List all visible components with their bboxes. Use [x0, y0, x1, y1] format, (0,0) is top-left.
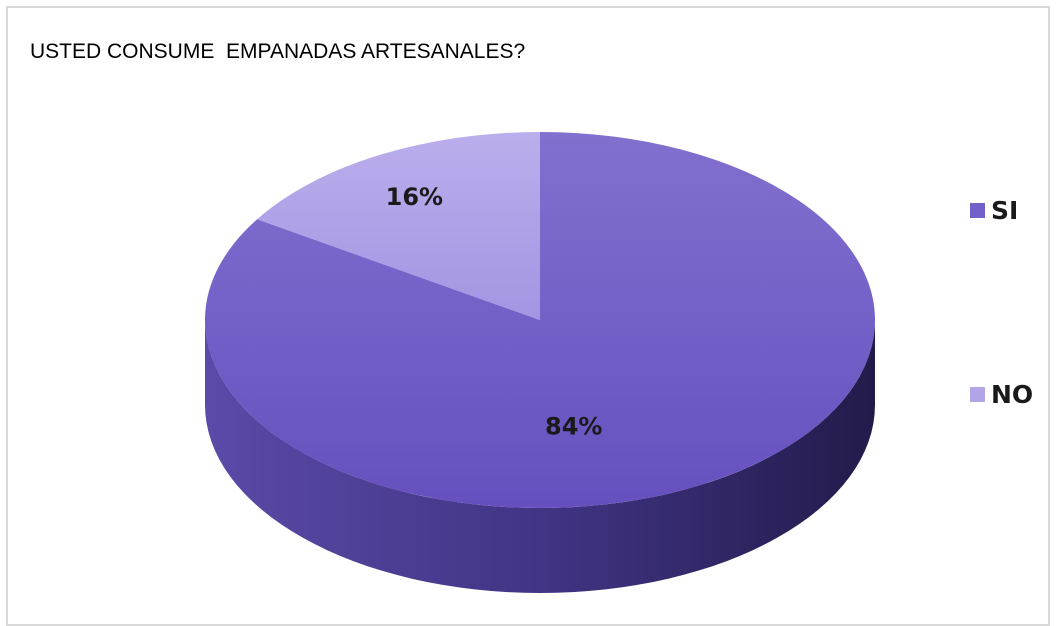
data-label-si: 84% — [545, 412, 602, 440]
legend-label-si: SI — [991, 196, 1019, 225]
legend-item-no: NO — [970, 380, 1033, 409]
legend-item-si: SI — [970, 196, 1018, 225]
data-label-no: 16% — [386, 183, 443, 211]
legend-swatch-no — [970, 387, 985, 402]
chart-title: USTED CONSUME EMPANADAS ARTESANALES? — [30, 40, 526, 63]
pie-slice-no — [257, 132, 540, 320]
pie-side-wall — [205, 320, 875, 593]
legend-label-no: NO — [991, 380, 1034, 409]
legend-swatch-si — [970, 203, 985, 218]
